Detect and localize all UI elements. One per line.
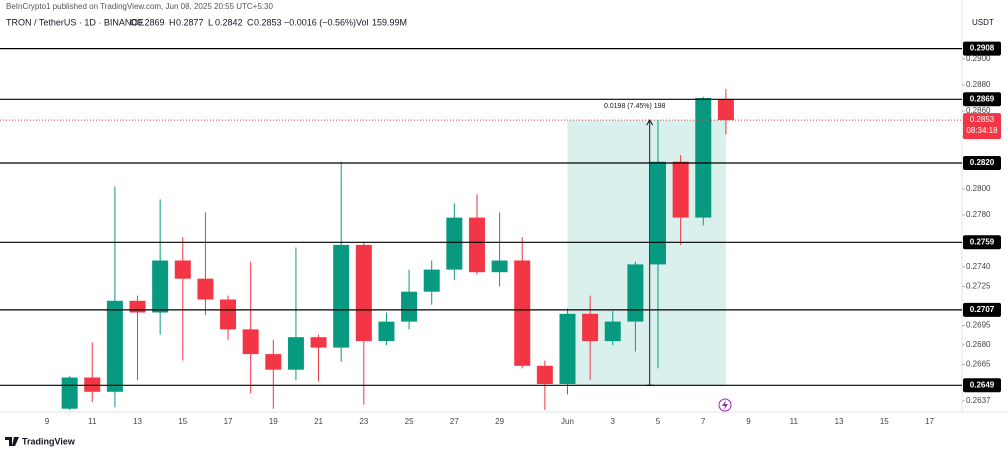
ohlc-value: 0.2877 (176, 17, 204, 27)
ohlc-legend: O 0.2869 H 0.2877 L 0.2842 C 0.2853 −0.0016 (−0.… (130, 17, 407, 27)
vol-key: Vol (356, 17, 369, 27)
candle-body (446, 217, 463, 270)
x-tick-label: 17 (925, 417, 934, 426)
candle-body (355, 244, 372, 342)
candle-body (333, 244, 350, 348)
candle-body (627, 264, 644, 322)
x-tick-label: 29 (495, 417, 504, 426)
candle-body (672, 161, 689, 218)
candle-body (695, 98, 712, 218)
measure-arrowhead (646, 119, 654, 126)
candle-body (401, 291, 418, 322)
y-tick-label: 0.2740 (966, 262, 991, 271)
x-tick-label: 11 (88, 417, 97, 426)
candle-body (265, 354, 282, 370)
candle-body (582, 313, 599, 342)
y-tick-label: 0.2725 (966, 282, 991, 291)
x-tick-label: 23 (359, 417, 368, 426)
candle-body (536, 365, 553, 384)
x-tick-label: 5 (656, 417, 661, 426)
candle-body (106, 300, 123, 392)
countdown: 08:34:18 (966, 126, 998, 135)
candle-body (310, 337, 327, 348)
candle-body (84, 377, 101, 392)
candle-body (378, 321, 395, 342)
x-tick-label: 15 (880, 417, 889, 426)
ohlc-key: O (130, 17, 137, 27)
ohlc-key: L (208, 17, 213, 27)
x-tick-label: 3 (611, 417, 616, 426)
level-label-box (963, 41, 1001, 56)
y-tick-label: 0.2695 (966, 321, 991, 330)
x-tick-label: 13 (133, 417, 142, 426)
x-tick-label: 17 (224, 417, 233, 426)
logo: TradingView (5, 436, 76, 446)
last-price-label: 0.2853 (970, 115, 995, 124)
y-tick-label: 0.2680 (966, 340, 991, 349)
x-tick-label: 13 (835, 417, 844, 426)
y-tick-label: 0.2800 (966, 184, 991, 193)
candle-body (242, 329, 259, 355)
candle-body (423, 269, 440, 292)
candle-body (468, 217, 485, 273)
y-tick-label: 0.2780 (966, 210, 991, 219)
candle-body (174, 260, 191, 279)
x-tick-label: 25 (405, 417, 414, 426)
x-tick-label: 11 (790, 417, 799, 426)
level-label: 0.2649 (970, 380, 995, 389)
candle-body (514, 260, 531, 366)
logo-text: TradingView (22, 436, 76, 446)
ohlc-value: 0.2869 (137, 17, 165, 27)
ohlc-value: 0.2853 (254, 17, 282, 27)
x-tick-label: 27 (450, 417, 459, 426)
event-icon (718, 398, 732, 412)
x-tick-label: 21 (314, 417, 323, 426)
ohlc-key: C (247, 17, 254, 27)
x-tick-label: 9 (45, 417, 50, 426)
candle-body (559, 313, 576, 384)
vol-value: 159.99M (372, 17, 407, 27)
level-label-box (963, 92, 1001, 107)
candle-body (152, 260, 169, 313)
ohlc-key: H (169, 17, 176, 27)
last-price-box (963, 113, 1001, 140)
level-label-box (963, 235, 1001, 250)
level-label-box (963, 156, 1001, 170)
level-label: 0.2759 (970, 237, 995, 246)
y-tick-label: 0.2637 (966, 396, 991, 405)
level-label-box (963, 302, 1001, 317)
candle-body (220, 299, 237, 330)
level-label: 0.2707 (970, 305, 995, 314)
y-tick-label: 0.2665 (966, 360, 991, 369)
candle-body (287, 337, 304, 370)
candle-body (650, 161, 667, 265)
currency: USDT (972, 18, 994, 27)
x-tick-label: 9 (746, 417, 751, 426)
symbol: TRON / TetherUS · 1D · BINANCE (6, 17, 144, 27)
candle-body (604, 321, 621, 342)
publisher: BeInCrypto1 published on TradingView.com… (6, 2, 273, 11)
x-tick-label: Jun (561, 417, 574, 426)
candle-body (491, 260, 508, 273)
y-tick-label: 0.2880 (966, 80, 991, 89)
ohlc-value: 0.2842 (215, 17, 243, 27)
x-tick-label: 19 (269, 417, 278, 426)
y-tick-label: 0.2860 (966, 106, 991, 115)
candle-body (717, 99, 734, 121)
level-label: 0.2869 (970, 94, 995, 103)
x-tick-label: 15 (178, 417, 187, 426)
y-tick-label: 0.2900 (966, 54, 991, 63)
measure-label: 0.0198 (7.45%) 198 (604, 103, 666, 110)
level-label: 0.2820 (970, 158, 995, 167)
change: −0.0016 (−0.56%) (284, 17, 356, 27)
x-tick-label: 7 (701, 417, 706, 426)
candle-body (129, 300, 146, 313)
level-label: 0.2908 (970, 44, 995, 53)
candle-body (197, 278, 214, 300)
level-label-box (963, 378, 1001, 393)
candle-body (61, 377, 78, 409)
